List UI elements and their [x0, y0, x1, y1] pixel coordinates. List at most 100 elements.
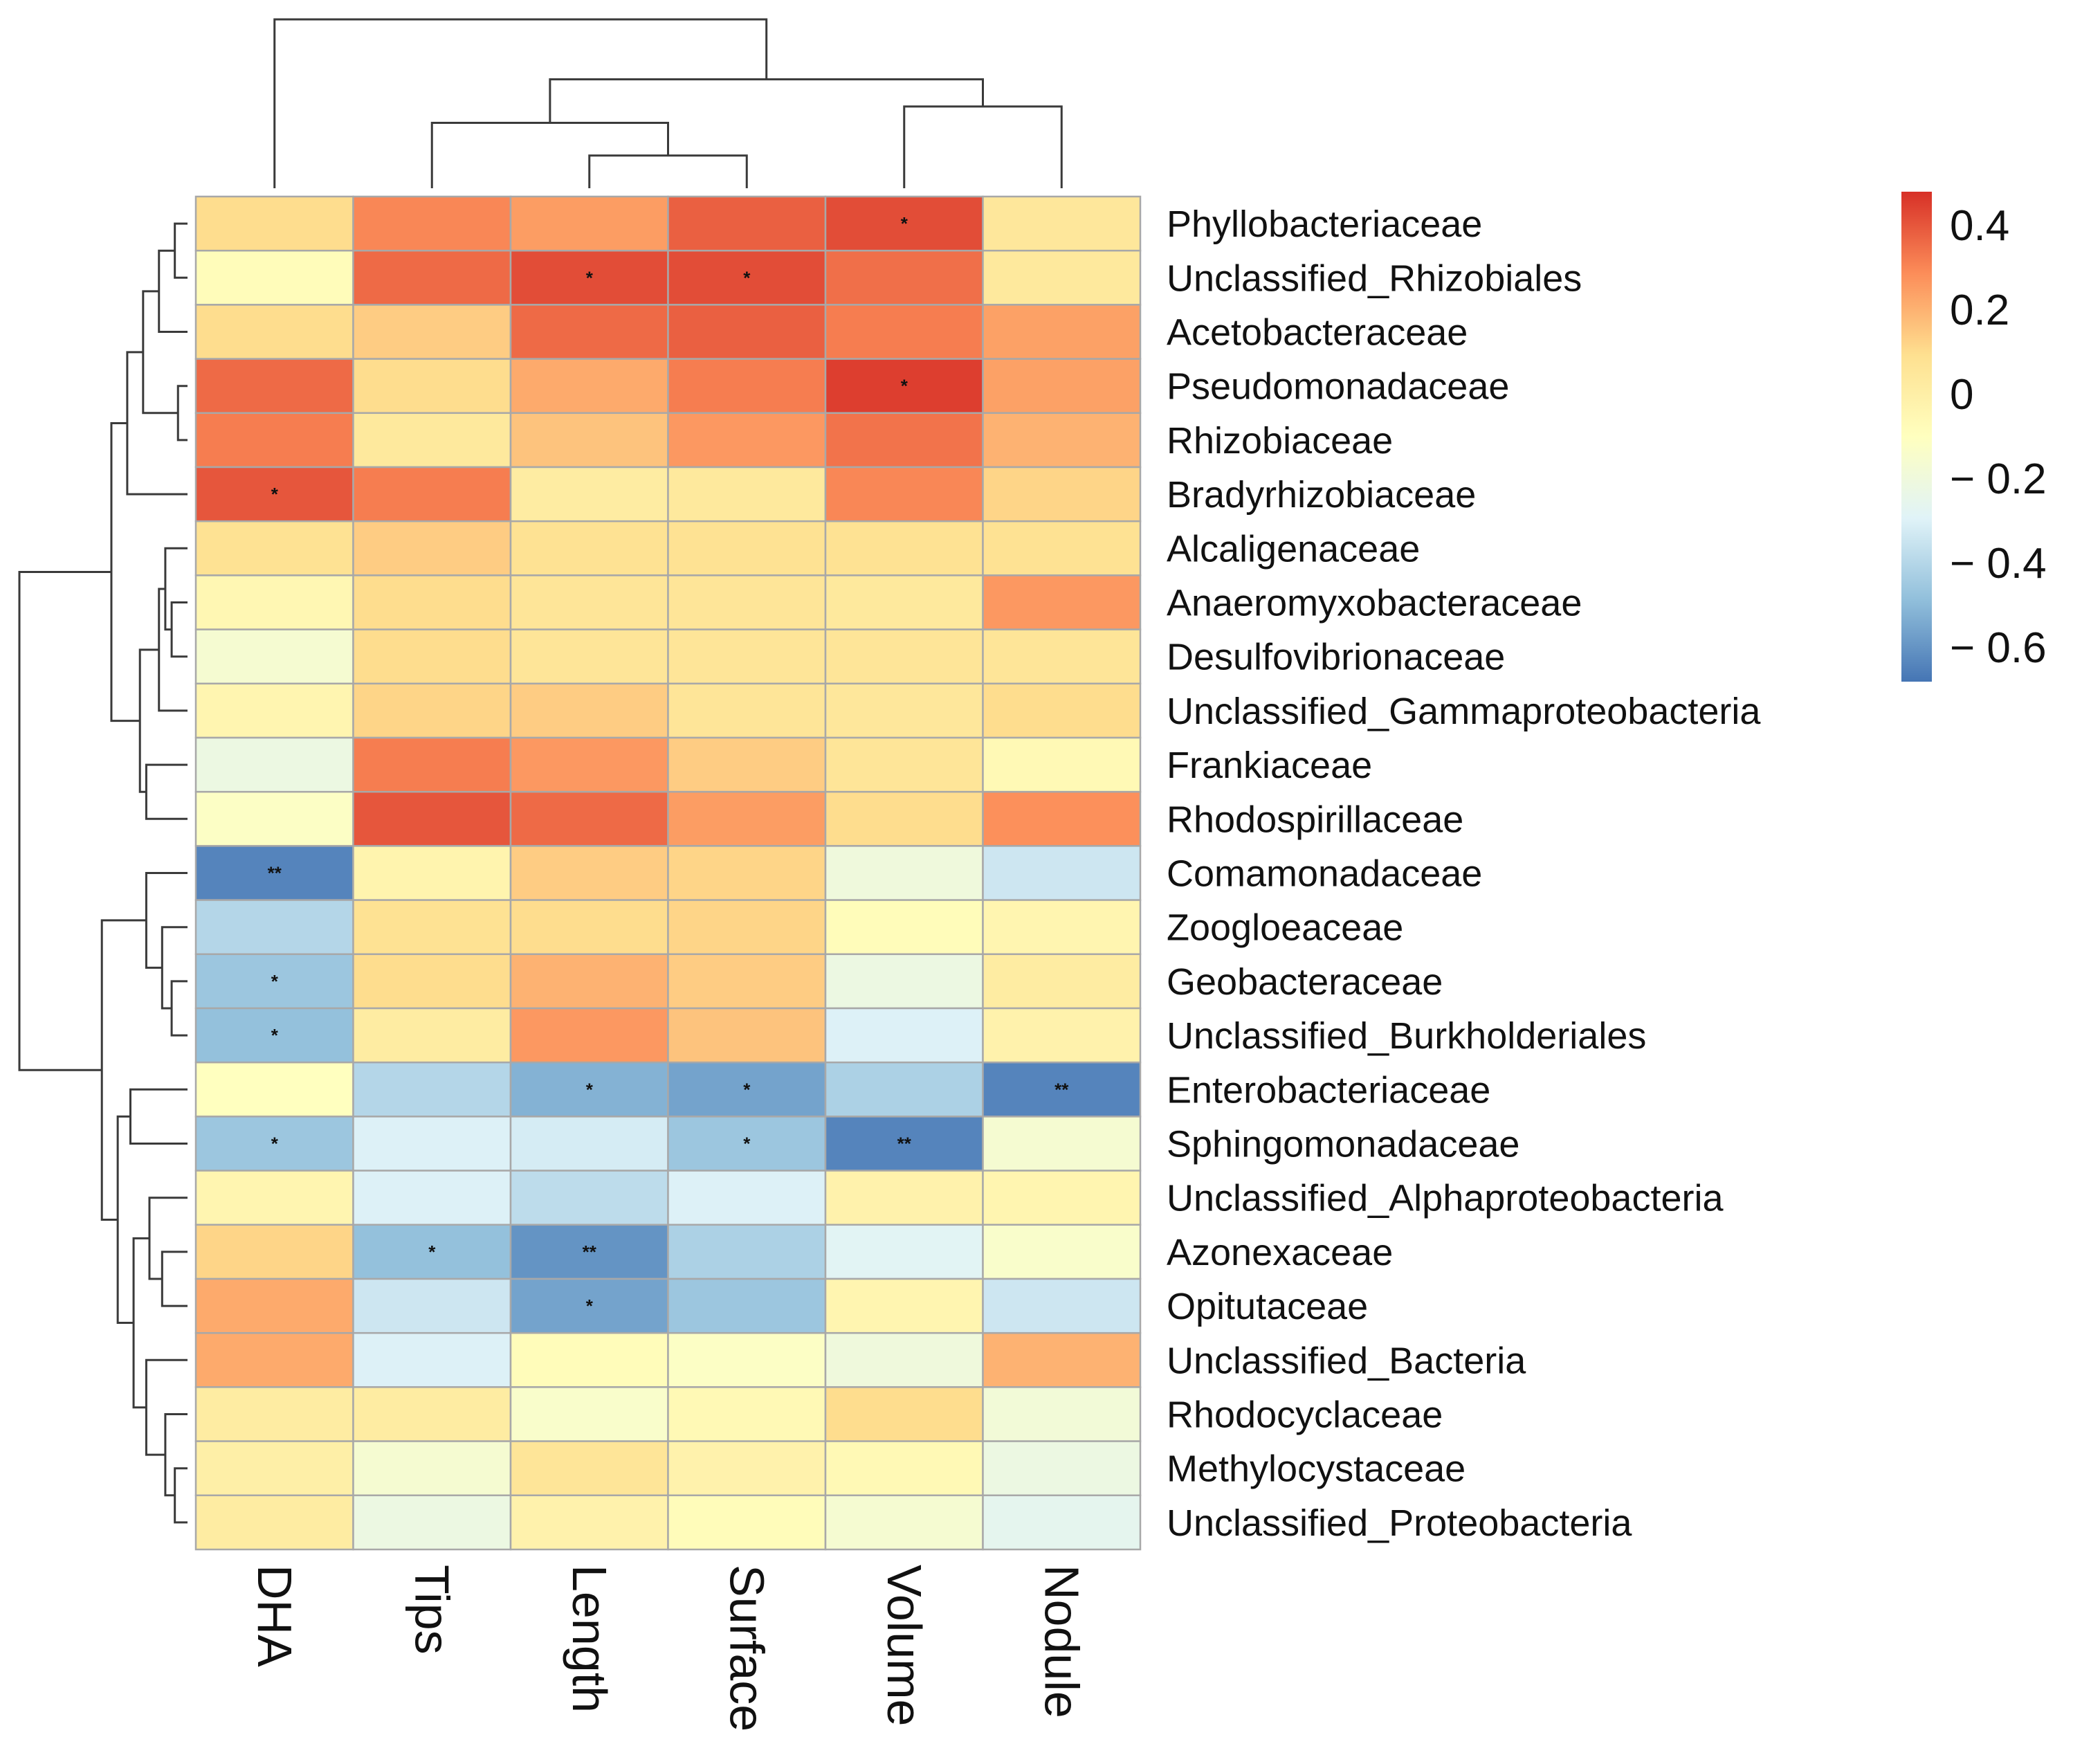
heatmap-cell: [824, 1331, 984, 1388]
heatmap-cell: [824, 412, 984, 469]
heatmap-cell: [194, 1494, 354, 1551]
heatmap-cell: [667, 195, 827, 252]
heatmap-cell: [509, 195, 669, 252]
heatmap-cell: [667, 1116, 827, 1172]
heatmap-cell: [982, 1007, 1142, 1064]
heatmap-cell: [982, 412, 1142, 469]
dendrogram-branch: [110, 421, 140, 722]
heatmap-cell: [824, 953, 984, 1010]
heatmap-cell: [824, 304, 984, 360]
significance-marker: *: [586, 267, 594, 288]
dendrogram-branch: [903, 105, 1063, 188]
row-label: Anaeromyxobacteraceae: [1167, 583, 1582, 624]
significance-marker: *: [428, 1242, 436, 1262]
heatmap-cell: [509, 574, 669, 630]
heatmap-cell: [352, 1224, 512, 1280]
heatmap-cell: [352, 1170, 512, 1226]
dendrogram-branch: [126, 351, 188, 495]
dendrogram-branch: [549, 78, 984, 123]
dendrogram-branch: [174, 1467, 188, 1524]
heatmap-cell: [667, 953, 827, 1010]
heatmap-cell: [352, 1386, 512, 1442]
heatmap-cell: [509, 1331, 669, 1388]
heatmap-cell: [509, 1007, 669, 1064]
dendrogram-branch: [145, 763, 188, 820]
row-label: Rhizobiaceae: [1167, 420, 1393, 462]
heatmap-cell: [352, 1007, 512, 1064]
heatmap-cell: [194, 628, 354, 685]
row-label: Rhodocyclaceae: [1167, 1394, 1443, 1436]
heatmap-cell: [982, 790, 1142, 847]
column-label: DHA: [248, 1565, 302, 1667]
row-label: Unclassified_Burkholderiales: [1167, 1015, 1646, 1057]
dendrogram-branch: [100, 919, 147, 1221]
heatmap-cell: [352, 520, 512, 576]
heatmap-cell: [824, 574, 984, 630]
heatmap-cell: [194, 1224, 354, 1280]
row-labels: Phyllobacteriaceae Unclassified_Rhizobial…: [1167, 203, 1761, 1544]
heatmap-cells: ** ******** * *** * *** ***: [194, 195, 1142, 1551]
heatmap-cell: [194, 1277, 354, 1334]
heatmap-cell: [982, 574, 1142, 630]
row-label: Geobacteraceae: [1167, 961, 1443, 1003]
dendrogram-branch: [161, 1251, 188, 1307]
row-label: Unclassified_Proteobacteria: [1167, 1502, 1632, 1544]
heatmap-cell: [509, 1061, 669, 1118]
dendrogram-branch: [142, 290, 179, 415]
dendrogram-branch: [116, 1115, 134, 1325]
heatmap-cell: [194, 1440, 354, 1497]
row-label: Comamonadaceae: [1167, 853, 1482, 895]
heatmap-cell: [982, 520, 1142, 576]
row-label: Unclassified_Gammaproteobacteria: [1167, 691, 1761, 732]
heatmap-cell: [194, 249, 354, 306]
heatmap-cell: [352, 1494, 512, 1551]
heatmap-cell: [824, 1494, 984, 1551]
colorbar-tick-label: 0.2: [1950, 287, 2009, 334]
heatmap-cell: [667, 574, 827, 630]
heatmap-cell: [509, 899, 669, 956]
heatmap-cell: [509, 628, 669, 685]
heatmap-cell: [982, 899, 1142, 956]
dendrogram-branch: [18, 571, 111, 1071]
heatmap-cell: [509, 953, 669, 1010]
heatmap-cell: [982, 1331, 1142, 1388]
heatmap-cell: [824, 736, 984, 793]
heatmap-cell: [194, 1007, 354, 1064]
dendrogram-branch: [158, 249, 188, 333]
significance-marker: *: [271, 1025, 279, 1046]
dendrogram-branch: [170, 601, 188, 658]
heatmap-cell: [982, 682, 1142, 739]
heatmap-cell: [667, 1061, 827, 1118]
heatmap-cell: [824, 1061, 984, 1118]
heatmap-cell: [667, 736, 827, 793]
colorbar-gradient: [1901, 192, 1932, 682]
significance-marker: *: [586, 1295, 594, 1316]
heatmap-cell: [982, 1170, 1142, 1226]
row-label: Azonexaceae: [1167, 1232, 1393, 1273]
row-label: Pseudomonadaceae: [1167, 366, 1509, 408]
row-label: Unclassified_Rhizobiales: [1167, 257, 1582, 299]
heatmap-cell: [352, 466, 512, 522]
heatmap-cell: [509, 358, 669, 415]
heatmap-cell: [667, 1007, 827, 1064]
heatmap-cell: [982, 195, 1142, 252]
heatmap-cell: [982, 304, 1142, 360]
heatmap-cell: [824, 195, 984, 252]
colorbar-tick-label: − 0.2: [1950, 455, 2047, 503]
row-label: Unclassified_Alphaproteobacteria: [1167, 1178, 1724, 1219]
column-label: Volume: [877, 1565, 931, 1726]
row-label: Enterobacteriaceae: [1167, 1069, 1490, 1111]
row-label: Unclassified_Bacteria: [1167, 1340, 1526, 1381]
heatmap-cell: [352, 1277, 512, 1334]
colorbar-tick-label: − 0.6: [1950, 624, 2047, 672]
column-label: Nodule: [1034, 1565, 1088, 1718]
heatmap-cell: [352, 682, 512, 739]
heatmap-cell: [824, 1170, 984, 1226]
significance-marker: *: [901, 213, 908, 234]
heatmap-cell: [509, 1440, 669, 1497]
dendrogram-branch: [161, 926, 188, 1010]
heatmap-cell: [824, 845, 984, 901]
colorbar-tick-label: 0: [1950, 371, 1973, 419]
heatmap-cell: [667, 1277, 827, 1334]
